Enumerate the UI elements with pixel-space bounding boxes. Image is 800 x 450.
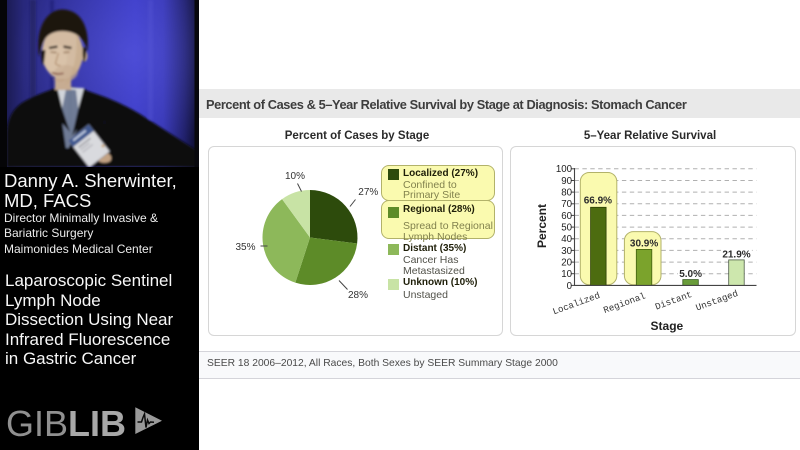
svg-text:5.0%: 5.0% bbox=[679, 269, 702, 280]
svg-text:21.9%: 21.9% bbox=[722, 249, 750, 260]
svg-text:20: 20 bbox=[561, 258, 572, 269]
svg-text:Stage: Stage bbox=[651, 319, 684, 333]
svg-text:Distant: Distant bbox=[654, 289, 694, 313]
svg-text:Unstaged: Unstaged bbox=[694, 288, 739, 313]
svg-text:70: 70 bbox=[561, 199, 572, 210]
svg-text:80: 80 bbox=[561, 188, 572, 199]
svg-text:90: 90 bbox=[561, 176, 572, 187]
svg-text:0: 0 bbox=[567, 281, 573, 292]
svg-text:30: 30 bbox=[561, 246, 572, 257]
svg-text:Percent: Percent bbox=[535, 204, 549, 248]
svg-text:10: 10 bbox=[561, 269, 572, 280]
svg-text:60: 60 bbox=[561, 211, 572, 222]
svg-text:30.9%: 30.9% bbox=[630, 238, 658, 249]
svg-text:100: 100 bbox=[556, 164, 573, 175]
svg-text:Localized: Localized bbox=[551, 290, 601, 317]
svg-text:40: 40 bbox=[561, 234, 572, 245]
svg-text:Regional: Regional bbox=[602, 290, 647, 315]
svg-text:50: 50 bbox=[561, 223, 572, 234]
svg-text:66.9%: 66.9% bbox=[584, 195, 612, 206]
